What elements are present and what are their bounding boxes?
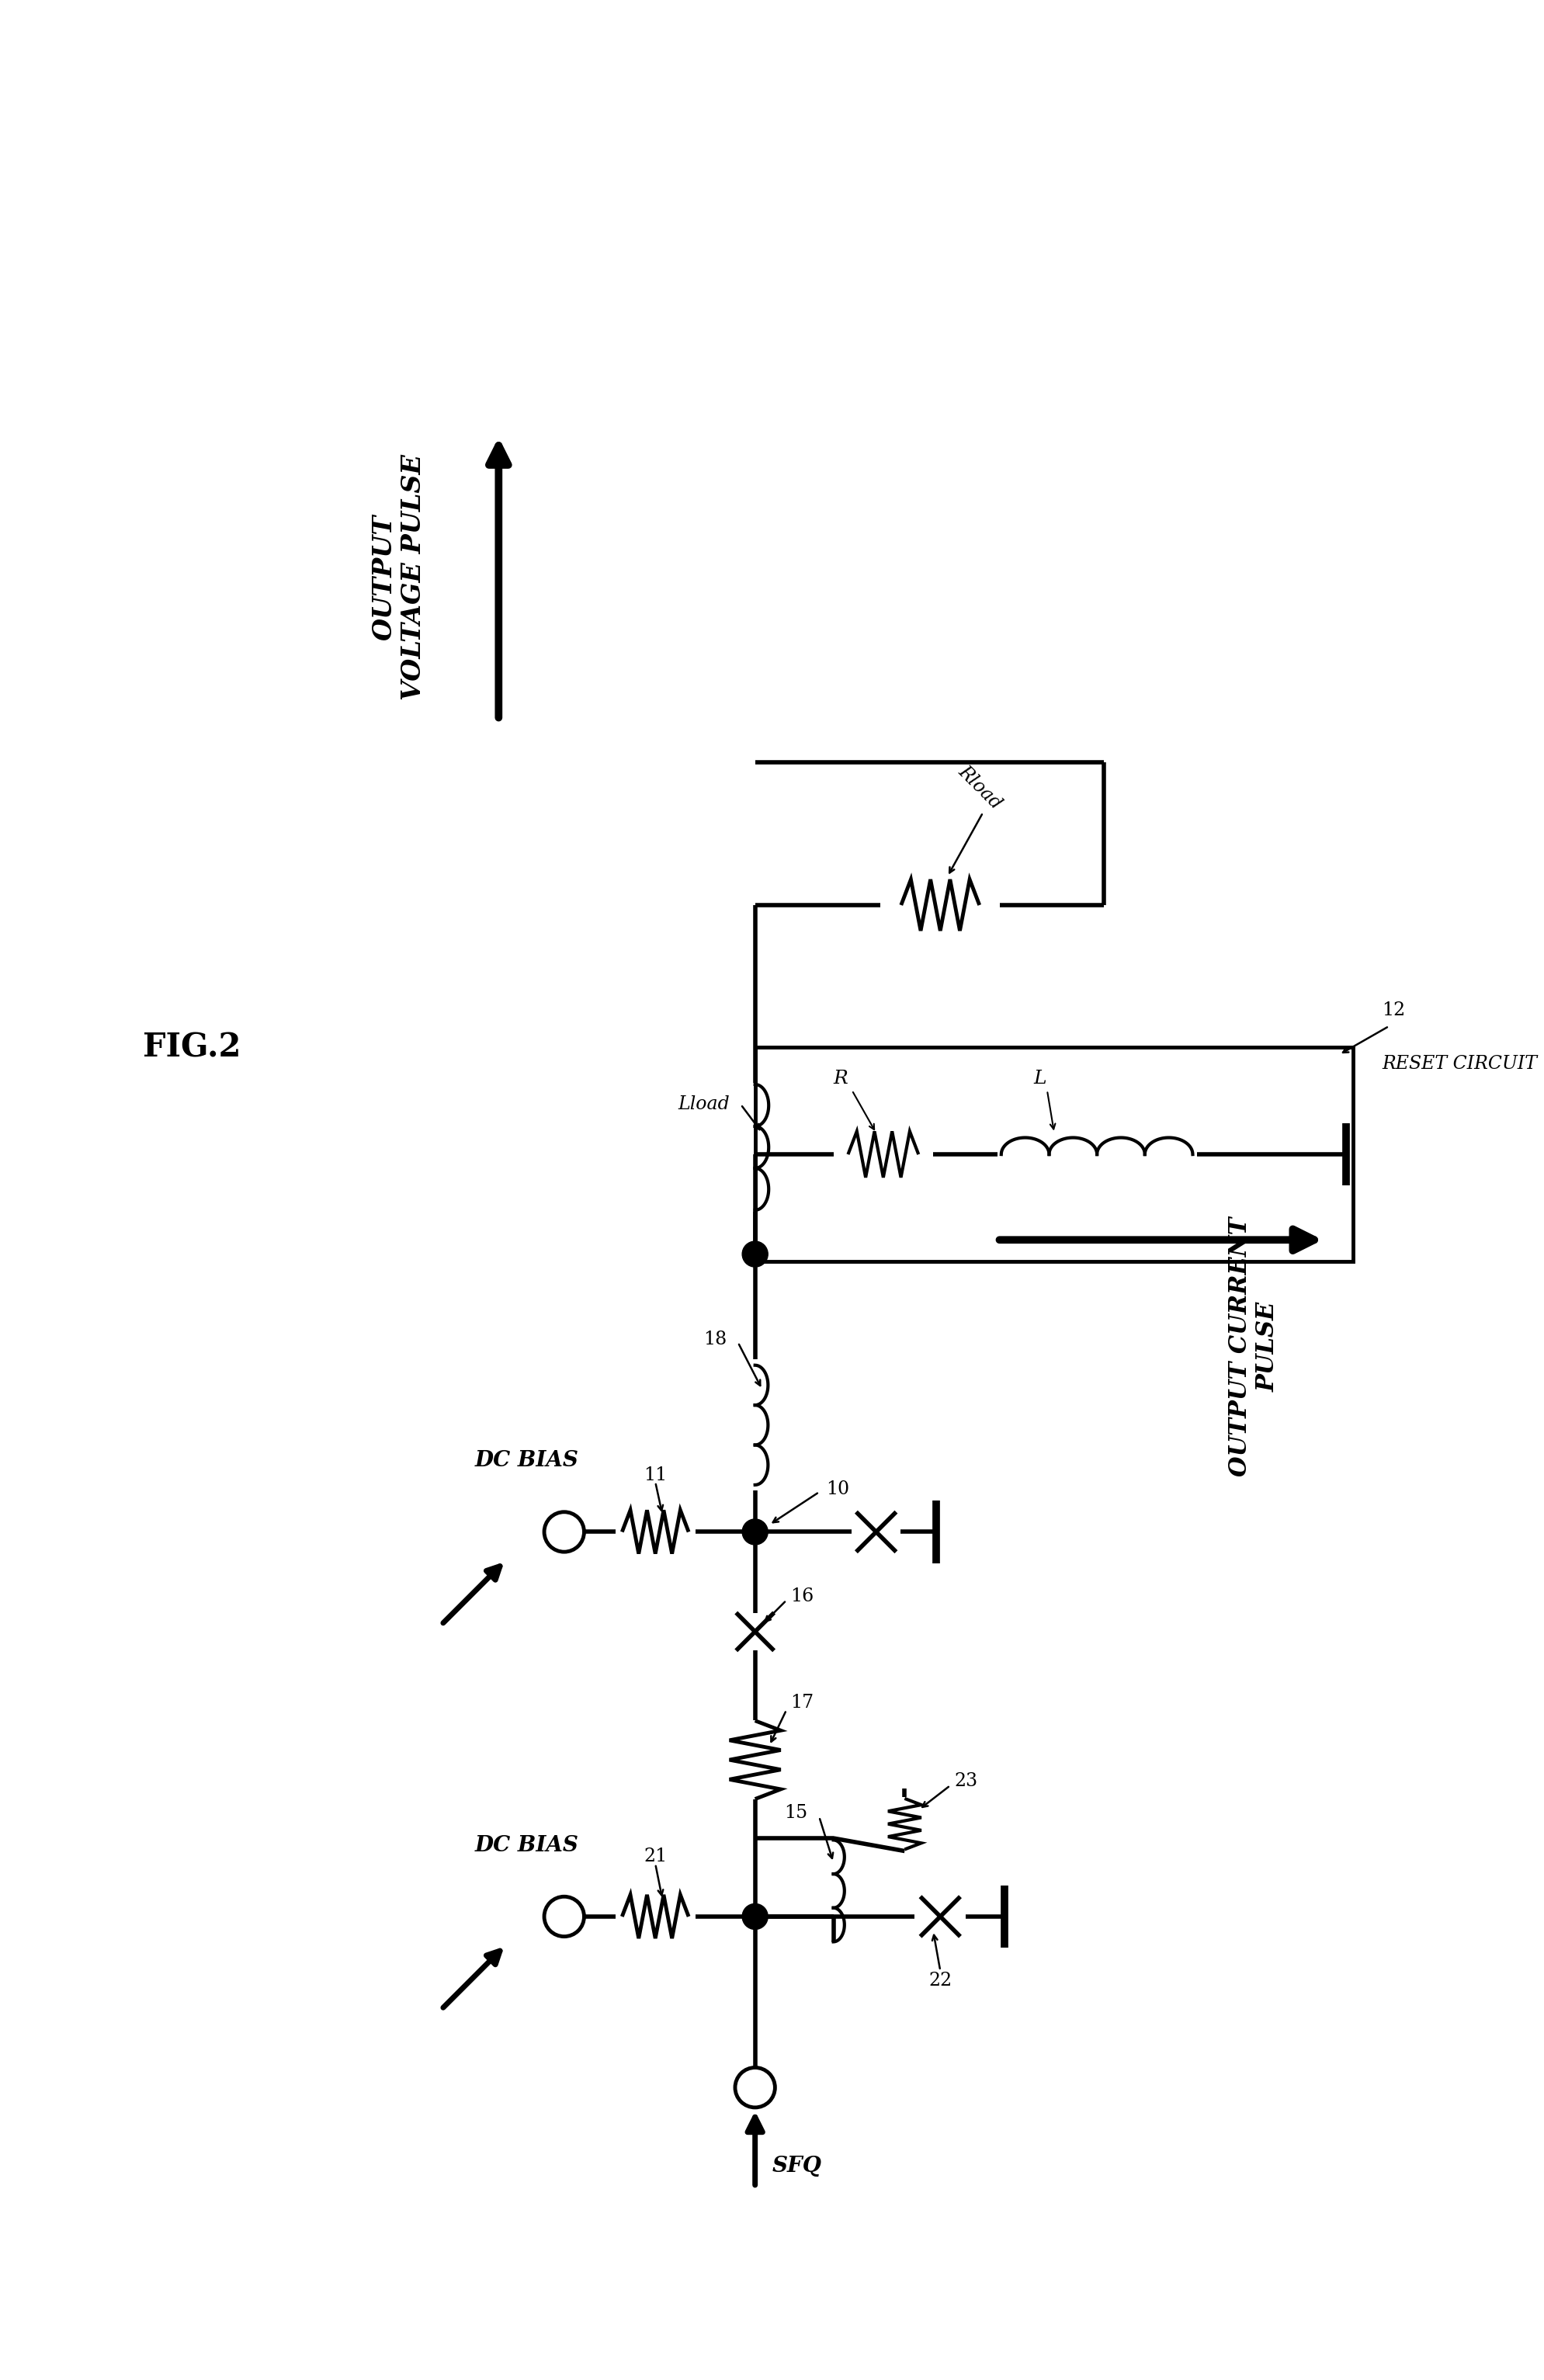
Text: RESET CIRCUIT: RESET CIRCUIT [1382, 1054, 1538, 1073]
Text: 22: 22 [928, 1971, 953, 1990]
Text: OUTPUT CURRENT
PULSE: OUTPUT CURRENT PULSE [1227, 1216, 1280, 1476]
Text: 16: 16 [791, 1587, 814, 1604]
Text: 21: 21 [644, 1847, 667, 1866]
Text: R: R [834, 1071, 848, 1088]
Text: L: L [1033, 1071, 1047, 1088]
Text: Lload: Lload [678, 1095, 729, 1114]
Bar [755, 1047, 1354, 1261]
Text: Rload: Rload [954, 762, 1005, 812]
Circle shape [735, 2068, 775, 2106]
Circle shape [543, 1511, 584, 1552]
Text: 12: 12 [1382, 1002, 1405, 1019]
Text: DC BIAS: DC BIAS [476, 1449, 579, 1471]
Text: 10: 10 [826, 1480, 849, 1497]
Text: 18: 18 [703, 1330, 727, 1349]
Circle shape [743, 1242, 767, 1266]
Circle shape [543, 1897, 584, 1937]
Text: FIG.2: FIG.2 [142, 1031, 241, 1064]
Text: 23: 23 [954, 1773, 977, 1790]
Text: DC BIAS: DC BIAS [476, 1835, 579, 1856]
Text: 17: 17 [791, 1695, 814, 1711]
Text: SFQ: SFQ [772, 2156, 821, 2175]
Circle shape [743, 1518, 767, 1545]
Text: OUTPUT
VOLTAGE PULSE: OUTPUT VOLTAGE PULSE [371, 455, 426, 700]
Text: 11: 11 [644, 1466, 667, 1483]
Text: 15: 15 [784, 1804, 808, 1821]
Circle shape [743, 1904, 767, 1930]
